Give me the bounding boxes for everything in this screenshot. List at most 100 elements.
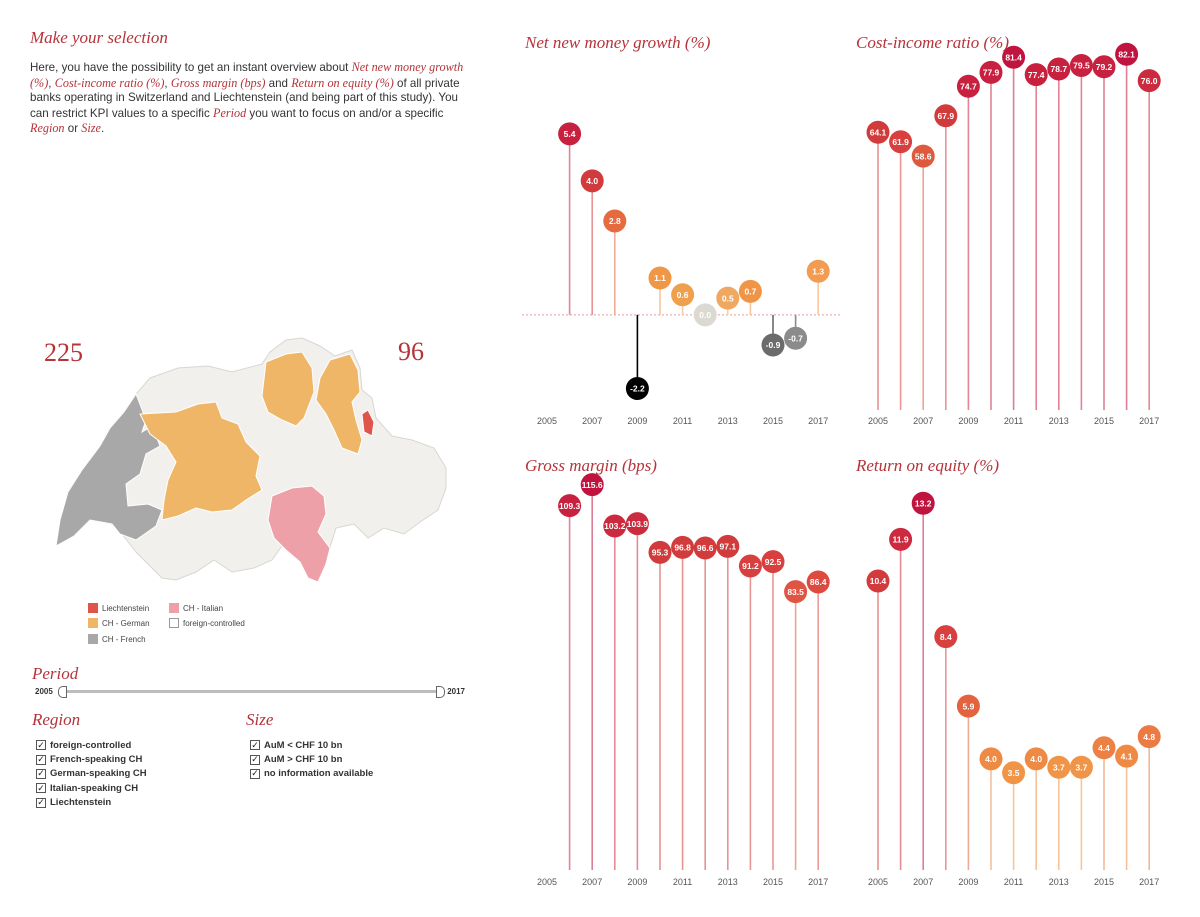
selection-title: Make your selection <box>30 28 168 47</box>
size-word: Size <box>81 121 101 136</box>
region-option[interactable]: ✓ German-speaking CH <box>36 767 147 781</box>
data-label: 81.4 <box>1005 52 1022 62</box>
size-option[interactable]: ✓ AuM > CHF 10 bn <box>250 752 373 766</box>
data-label: 1.3 <box>812 266 824 276</box>
map-region-german[interactable] <box>315 353 363 455</box>
x-tick-label: 2011 <box>673 877 692 887</box>
chart-title-roe: Return on equity (%) <box>856 456 1000 475</box>
intro-text-part: Here, you have the possibility to get an… <box>30 61 352 74</box>
period-end-label: 2017 <box>447 687 465 696</box>
legend-label: foreign-controlled <box>183 618 245 628</box>
x-tick-label: 2005 <box>537 416 557 426</box>
lollipop-dot <box>911 491 935 515</box>
x-tick-label: 2017 <box>1139 877 1159 887</box>
data-label: 77.9 <box>983 68 1000 78</box>
switzerland-map <box>55 337 447 583</box>
lollipop-dot <box>693 536 717 560</box>
x-tick-label: 2009 <box>958 877 978 887</box>
selection-panel: Make your selection Here, you have the p… <box>0 0 500 917</box>
x-tick-label: 2015 <box>763 416 783 426</box>
lollipop-dot <box>738 279 762 303</box>
map-region-italian[interactable] <box>267 485 331 583</box>
data-label: 4.4 <box>1098 743 1110 753</box>
intro-text-part: or <box>64 122 82 136</box>
region-checkbox[interactable]: ✓ <box>36 768 46 779</box>
intro-text-part: of all private banks operating in Switze… <box>30 76 460 120</box>
lollipop-dot <box>1002 45 1026 69</box>
data-label: 8.4 <box>940 632 952 642</box>
map-region-german[interactable] <box>261 351 315 427</box>
lollipop-dot <box>693 303 717 327</box>
bank-count-right: 96 <box>398 337 424 366</box>
period-start-handle[interactable] <box>58 686 67 698</box>
period-slider-track[interactable] <box>61 690 441 693</box>
legend-item: CH - French <box>88 634 146 644</box>
lollipop-dot <box>625 377 649 401</box>
lollipop-dot <box>603 209 627 233</box>
lollipop-dot <box>558 122 582 146</box>
size-option-label: no information available <box>264 768 374 780</box>
data-label: 78.7 <box>1051 64 1068 74</box>
size-checkbox[interactable]: ✓ <box>250 739 260 751</box>
region-checkbox[interactable]: ✓ <box>36 782 46 794</box>
data-label: 0.0 <box>699 310 711 320</box>
lollipop-dot <box>956 74 980 98</box>
region-filter-list: ✓ foreign-controlled ✓ French-speaking CH … <box>36 738 147 810</box>
lollipop-dot <box>1047 57 1071 81</box>
lollipop-dot <box>934 625 958 649</box>
x-tick-label: 2009 <box>627 416 647 426</box>
data-label: 79.5 <box>1073 61 1090 71</box>
kpi-link-cir: Cost-income ratio (%) <box>54 75 165 90</box>
size-option[interactable]: ✓ no information available <box>250 767 373 781</box>
lollipop-dot <box>1024 747 1048 771</box>
map-region-liechtenstein[interactable] <box>361 409 375 437</box>
lollipop-dot <box>889 130 913 154</box>
lollipop-dot <box>1115 42 1139 66</box>
size-option[interactable]: ✓ AuM < CHF 10 bn <box>250 738 373 752</box>
lollipop-dot <box>806 570 830 594</box>
data-label: 0.7 <box>744 287 756 297</box>
x-tick-label: 2005 <box>868 416 888 426</box>
region-word: Region <box>30 121 65 136</box>
map-region-french[interactable] <box>55 392 163 547</box>
data-label: 96.8 <box>674 543 691 553</box>
map-region-german[interactable] <box>139 401 263 521</box>
data-label: 91.2 <box>742 561 759 571</box>
size-checkbox[interactable]: ✓ <box>250 754 260 765</box>
lollipop-dot <box>784 580 808 604</box>
lollipop-dot <box>889 527 913 551</box>
legend-swatch <box>88 618 98 628</box>
region-checkbox[interactable]: ✓ <box>36 739 46 751</box>
x-tick-label: 2007 <box>913 416 933 426</box>
region-option[interactable]: ✓ French-speaking CH <box>36 752 147 766</box>
region-option-label: French-speaking CH <box>50 754 143 766</box>
data-label: 103.2 <box>604 521 626 531</box>
chart-title-cir: Cost-income ratio (%) <box>856 33 1009 52</box>
data-label: 86.4 <box>810 577 827 587</box>
lollipop-dot <box>648 266 672 290</box>
region-option[interactable]: ✓ Liechtenstein <box>36 796 147 810</box>
size-option-label: AuM < CHF 10 bn <box>264 739 343 751</box>
region-checkbox[interactable]: ✓ <box>36 797 46 808</box>
legend-swatch <box>88 634 98 644</box>
region-option[interactable]: ✓ Italian-speaking CH <box>36 781 147 795</box>
data-label: -2.2 <box>630 384 645 394</box>
lollipop-dot <box>603 514 627 538</box>
intro-text-part: and <box>265 76 292 90</box>
data-label: 4.0 <box>586 176 598 186</box>
period-end-handle[interactable] <box>436 686 445 698</box>
lollipop-dot <box>716 286 740 310</box>
region-option[interactable]: ✓ foreign-controlled <box>36 738 147 752</box>
data-label: 3.7 <box>1053 762 1065 772</box>
region-checkbox[interactable]: ✓ <box>36 754 46 765</box>
lollipop-dot <box>1002 761 1026 785</box>
x-tick-label: 2007 <box>913 877 933 887</box>
data-label: 4.1 <box>1121 751 1133 761</box>
lollipop-dot <box>671 535 695 559</box>
x-tick-label: 2013 <box>718 877 738 887</box>
legend-item: CH - Italian <box>169 603 223 613</box>
map-legend: Liechtenstein CH - German CH - French CH… <box>88 603 308 648</box>
x-tick-label: 2015 <box>1094 877 1114 887</box>
x-tick-label: 2007 <box>582 877 602 887</box>
size-checkbox[interactable]: ✓ <box>250 768 260 779</box>
